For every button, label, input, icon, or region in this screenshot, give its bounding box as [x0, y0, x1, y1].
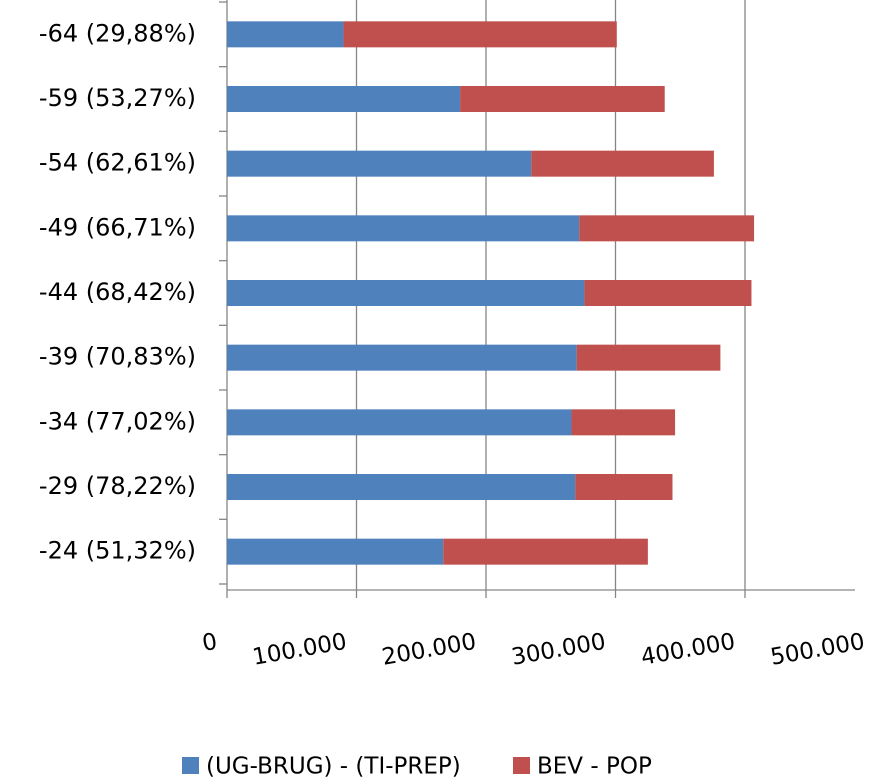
bar-segment [227, 21, 344, 48]
category-label: -39 (70,83%) [39, 343, 196, 371]
x-tick-label: 200.000 [380, 629, 478, 671]
category-label: -34 (77,02%) [39, 407, 196, 435]
category-label: -49 (66,71%) [39, 213, 196, 241]
x-tick-label: 400.000 [639, 629, 737, 671]
bar-segment [227, 150, 532, 177]
category-label: -59 (53,27%) [39, 84, 196, 112]
bar-segment [343, 21, 617, 48]
x-tick-label: 500.000 [768, 629, 866, 671]
category-label: -44 (68,42%) [39, 278, 196, 306]
bar-segment [227, 344, 577, 371]
x-tick-label: 100.000 [250, 629, 348, 671]
bar-segment [443, 538, 648, 565]
bar-segment [460, 86, 665, 112]
bar-segment [579, 215, 755, 242]
bar-segment [227, 409, 572, 436]
x-tick-label: 300.000 [509, 629, 607, 671]
legend-label: (UG-BRUG) - (TI-PREP) [206, 754, 461, 780]
bar-segment [227, 538, 444, 565]
legend-label: BEV - POP [537, 754, 652, 780]
x-tick-label: 0 [200, 629, 219, 657]
category-label: -24 (51,32%) [39, 537, 196, 565]
bar-segment [531, 150, 714, 177]
bar-segment [227, 280, 585, 306]
bar-segment [227, 215, 580, 242]
bar-segment [576, 344, 721, 371]
bar-segment [571, 409, 676, 436]
bar-segment [227, 86, 461, 112]
category-label: -54 (62,61%) [39, 149, 196, 177]
bar-segment [227, 474, 576, 500]
bar-segment [584, 280, 752, 306]
legend-swatch [182, 757, 199, 774]
category-label: -64 (29,88%) [39, 19, 196, 47]
bar-segment [575, 474, 673, 500]
legend-swatch [513, 757, 530, 774]
category-label: -29 (78,22%) [39, 472, 196, 500]
